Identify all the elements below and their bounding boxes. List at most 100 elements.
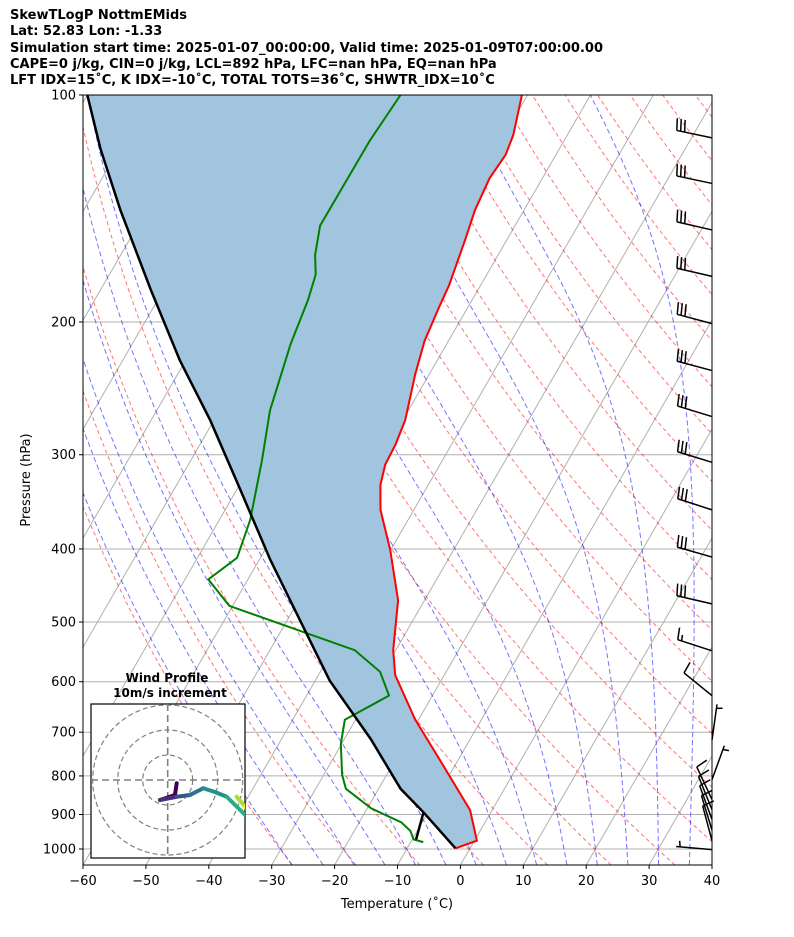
moist-adiabat-line bbox=[83, 357, 355, 865]
moist-adiabat-line bbox=[460, 95, 660, 865]
barb-staff bbox=[676, 221, 713, 231]
lcl-mixing-line bbox=[414, 811, 425, 840]
hodograph-segment bbox=[234, 794, 245, 809]
hodograph-segment bbox=[187, 786, 206, 797]
barb-full bbox=[680, 584, 683, 597]
barb-full bbox=[680, 256, 683, 270]
barb-full bbox=[676, 349, 680, 362]
barb-full bbox=[699, 779, 711, 787]
hodograph-inset bbox=[90, 703, 246, 859]
barb-staff bbox=[677, 360, 713, 372]
barb-full bbox=[683, 257, 687, 271]
barb-full bbox=[680, 350, 684, 363]
barb-staff bbox=[676, 267, 713, 278]
barb-full bbox=[676, 439, 680, 452]
cin-area bbox=[87, 95, 522, 849]
hodograph-segment bbox=[157, 794, 179, 802]
wind-barb bbox=[677, 486, 713, 511]
barb-full bbox=[683, 662, 691, 674]
barb-full bbox=[684, 441, 688, 455]
barb-full bbox=[676, 534, 680, 548]
barb-full bbox=[680, 487, 685, 501]
isotherm-line bbox=[83, 95, 88, 104]
location-label: Lat: 52.83 Lon: -1.33 bbox=[10, 24, 163, 40]
dry-adiabat-line bbox=[728, 95, 794, 865]
y-tick-label: 500 bbox=[51, 616, 76, 631]
wind-barb bbox=[683, 662, 713, 697]
barb-staff bbox=[676, 595, 713, 605]
x-tick-label: 20 bbox=[578, 874, 595, 889]
barb-full bbox=[684, 489, 688, 502]
hodograph-segment bbox=[174, 793, 192, 799]
indices-label-1: CAPE=0 j/kg, CIN=0 j/kg, LCL=892 hPa, LF… bbox=[10, 56, 497, 72]
hodograph-segment bbox=[212, 790, 229, 799]
barb-staff bbox=[676, 175, 713, 185]
barb-full bbox=[679, 164, 682, 177]
barb-staff bbox=[677, 639, 713, 652]
isotherm-line bbox=[459, 428, 712, 865]
dry-adiabat-line bbox=[531, 95, 712, 342]
wind-barb bbox=[711, 745, 730, 780]
barb-full bbox=[680, 303, 684, 316]
barb-full bbox=[680, 536, 684, 549]
y-tick-label: 300 bbox=[51, 448, 76, 463]
wind-barb bbox=[676, 118, 713, 139]
barb-staff bbox=[683, 672, 713, 697]
barb-staff bbox=[711, 745, 726, 780]
wind-barb bbox=[676, 534, 713, 558]
y-tick-label: 200 bbox=[51, 315, 76, 330]
barb-full bbox=[696, 759, 708, 768]
barb-full bbox=[683, 585, 687, 598]
hodograph-title: Wind Profile bbox=[126, 671, 209, 685]
hodograph-content bbox=[91, 704, 245, 858]
x-tick-label: −20 bbox=[321, 874, 348, 889]
dry-adiabat-line bbox=[173, 95, 676, 865]
y-tick-label: 600 bbox=[51, 675, 76, 690]
hodograph-subtitle: 10m/s increment bbox=[113, 686, 227, 700]
barb-full bbox=[677, 486, 681, 499]
barb-full bbox=[680, 440, 684, 454]
barb-full bbox=[684, 351, 687, 364]
wind-barb bbox=[676, 209, 713, 231]
x-axis-label: Temperature (˚C) bbox=[340, 896, 453, 912]
wind-barb bbox=[676, 439, 713, 464]
x-tick-label: 10 bbox=[515, 874, 532, 889]
moist-adiabat-line bbox=[589, 95, 695, 865]
chart-title-block: SkewTLogP NottmEMids Lat: 52.83 Lon: -1.… bbox=[10, 8, 603, 89]
parcel-line bbox=[86, 95, 457, 850]
dry-adiabat-line bbox=[303, 95, 712, 682]
wind-barb bbox=[676, 256, 713, 278]
dry-adiabat-line bbox=[499, 95, 712, 388]
isotherm-line bbox=[522, 537, 712, 865]
dry-adiabat-line bbox=[83, 264, 421, 865]
barb-staff bbox=[676, 129, 713, 139]
barb-full bbox=[679, 119, 682, 132]
hodograph-segment bbox=[224, 794, 245, 817]
x-tick-label: 40 bbox=[704, 874, 721, 889]
dry-adiabat-line bbox=[83, 389, 357, 865]
dry-adiabat-line bbox=[238, 95, 712, 788]
barb-full bbox=[676, 302, 680, 315]
wind-barb bbox=[676, 349, 713, 372]
barb-full bbox=[676, 209, 679, 222]
isotherm-line bbox=[585, 646, 712, 865]
dewpoint-line bbox=[206, 95, 424, 844]
isotherm-line bbox=[648, 755, 712, 865]
wind-barb bbox=[698, 779, 713, 820]
y-tick-label: 100 bbox=[51, 89, 76, 104]
x-tick-label: −50 bbox=[132, 874, 159, 889]
barb-staff bbox=[677, 313, 713, 325]
barb-full bbox=[676, 583, 679, 596]
barb-full bbox=[684, 396, 688, 409]
barb-staff bbox=[700, 795, 713, 831]
barb-full bbox=[701, 789, 713, 797]
barb-full bbox=[698, 769, 710, 777]
wind-barb bbox=[700, 789, 713, 831]
hodograph-segment bbox=[201, 786, 217, 794]
y-axis-label: Pressure (hPa) bbox=[19, 433, 34, 526]
isotherm-line bbox=[208, 95, 654, 865]
barb-full bbox=[676, 118, 679, 131]
wind-barb bbox=[701, 800, 715, 841]
x-tick-label: 0 bbox=[456, 874, 464, 889]
x-tick-label: −30 bbox=[258, 874, 285, 889]
